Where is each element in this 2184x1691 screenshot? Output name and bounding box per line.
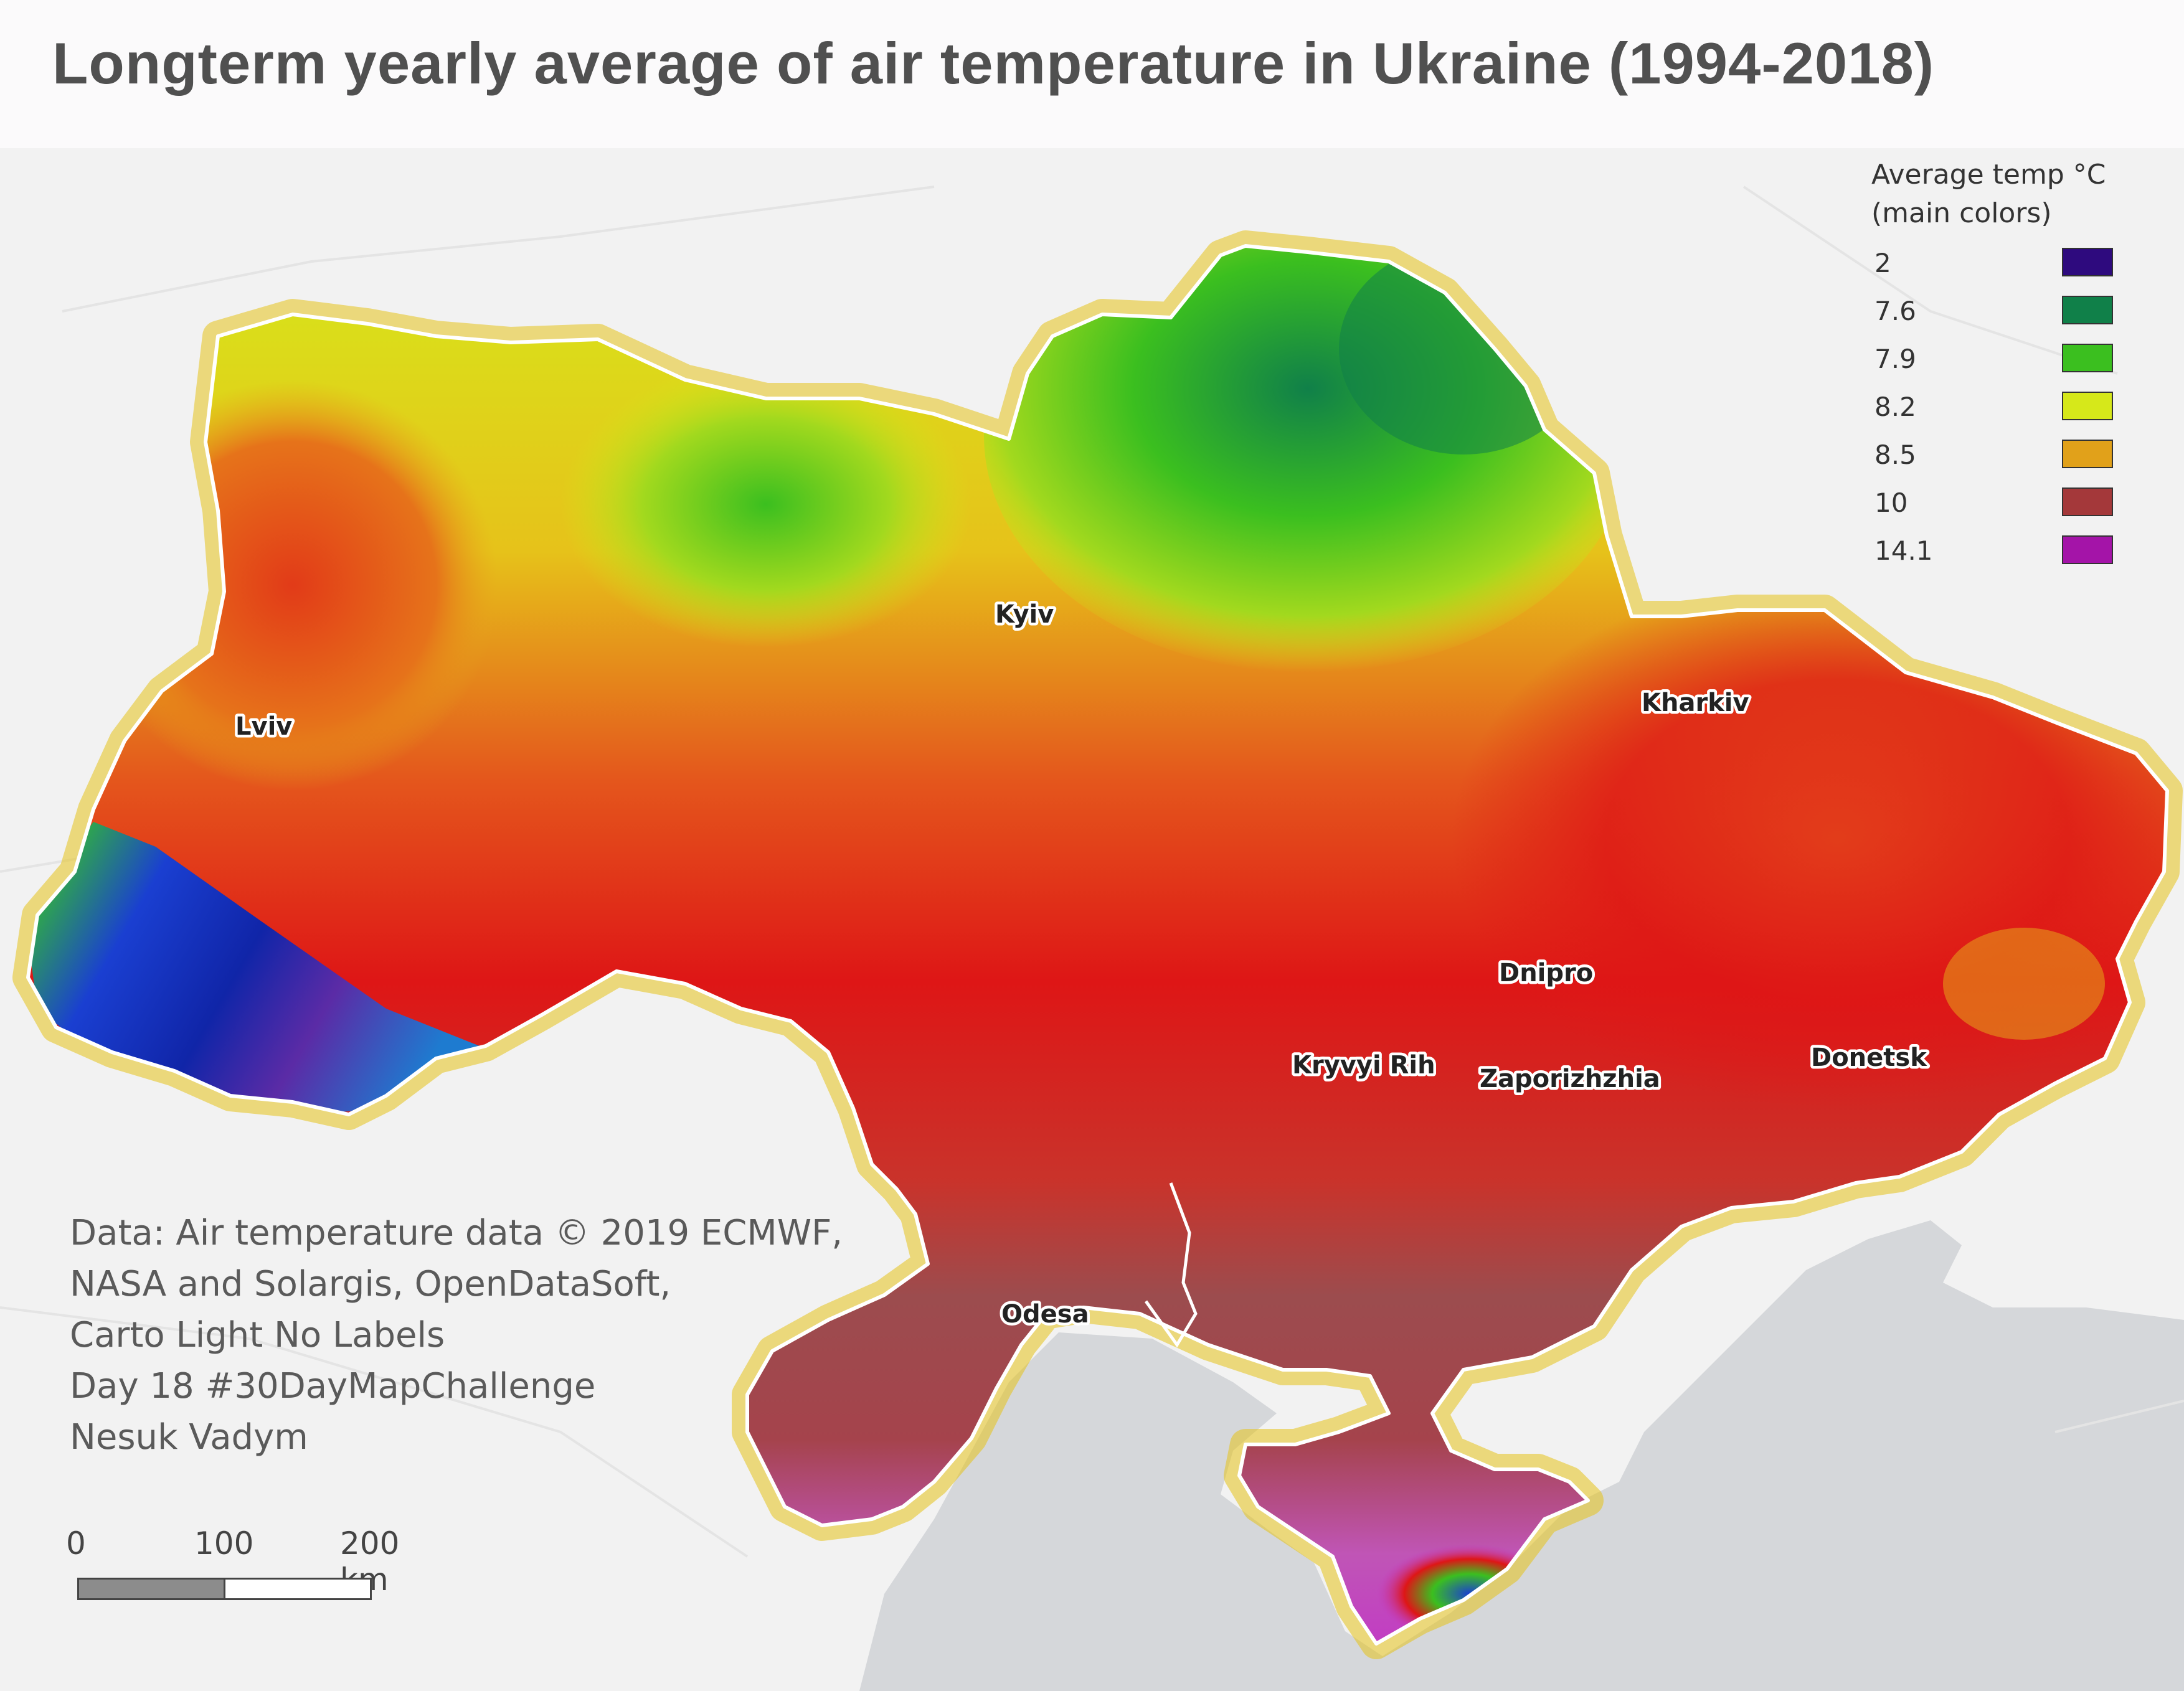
city-labels: Kyiv Lviv Kharkiv Dnipro Kryvyi Rih Zapo… <box>233 598 1931 1332</box>
legend-item: 7.6 <box>1871 287 2133 335</box>
city-lviv[interactable]: Lviv <box>233 710 295 744</box>
map-title: Longterm yearly average of air temperatu… <box>52 31 1935 96</box>
scale-bar: 0 100 200 km <box>62 1525 399 1619</box>
scale-segment-empty <box>224 1578 372 1600</box>
scale-tick-0: 0 <box>66 1525 86 1561</box>
scale-tick-100: 100 <box>194 1525 254 1561</box>
legend-swatch <box>2062 392 2113 420</box>
dnipro-river <box>1144 1182 1198 1348</box>
legend-item: 14.1 <box>1871 527 2133 575</box>
legend-title: Average temp °C <box>1871 159 2106 191</box>
credit-line: Data: Air temperature data © 2019 ECMWF, <box>70 1213 843 1253</box>
city-dnipro[interactable]: Dnipro <box>1496 956 1596 991</box>
legend-item-label: 7.6 <box>1874 296 1916 326</box>
sea <box>859 1220 2184 1691</box>
city-odesa[interactable]: Odesa <box>999 1298 1092 1332</box>
credits: Data: Air temperature data © 2019 ECMWF,… <box>70 1208 843 1463</box>
legend-item-label: 14.1 <box>1874 535 1933 566</box>
legend-item-label: 2 <box>1874 248 1891 278</box>
legend-item: 7.9 <box>1871 335 2133 383</box>
legend-item: 8.2 <box>1871 383 2133 431</box>
city-zaporizhzhia[interactable]: Zaporizhzhia <box>1477 1062 1663 1096</box>
legend-item: 8.5 <box>1871 431 2133 479</box>
legend-swatch <box>2062 248 2113 276</box>
legend: Average temp °C (main colors) 2 7.6 7.9 8.2… <box>1871 156 2133 575</box>
legend-item-label: 8.5 <box>1874 440 1916 470</box>
credit-line: Nesuk Vadym <box>70 1417 308 1458</box>
legend-items: 2 7.6 7.9 8.2 8.5 10 14.1 <box>1871 239 2133 575</box>
legend-item-label: 7.9 <box>1874 344 1916 374</box>
city-kryvyi-rih[interactable]: Kryvyi Rih <box>1290 1048 1439 1083</box>
legend-swatch <box>2062 296 2113 324</box>
legend-swatch <box>2062 440 2113 468</box>
legend-item: 2 <box>1871 239 2133 287</box>
legend-swatch <box>2062 344 2113 372</box>
legend-item: 10 <box>1871 479 2133 527</box>
legend-swatch <box>2062 535 2113 564</box>
city-kharkiv[interactable]: Kharkiv <box>1639 686 1752 720</box>
map-canvas[interactable]: Kyiv Lviv Kharkiv Dnipro Kryvyi Rih Zapo… <box>0 148 2184 1691</box>
city-kyiv[interactable]: Kyiv <box>993 598 1057 632</box>
credit-line: Day 18 #30DayMapChallenge <box>70 1366 596 1406</box>
legend-item-label: 10 <box>1874 488 1908 518</box>
city-donetsk[interactable]: Donetsk <box>1808 1041 1931 1075</box>
legend-item-label: 8.2 <box>1874 392 1916 422</box>
title-band: Longterm yearly average of air temperatu… <box>0 0 2184 148</box>
credit-line: Carto Light No Labels <box>70 1315 445 1355</box>
credit-line: NASA and Solargis, OpenDataSoft, <box>70 1264 671 1304</box>
legend-subtitle: (main colors) <box>1871 197 2052 229</box>
scale-segment-filled <box>77 1578 225 1600</box>
legend-swatch <box>2062 488 2113 516</box>
